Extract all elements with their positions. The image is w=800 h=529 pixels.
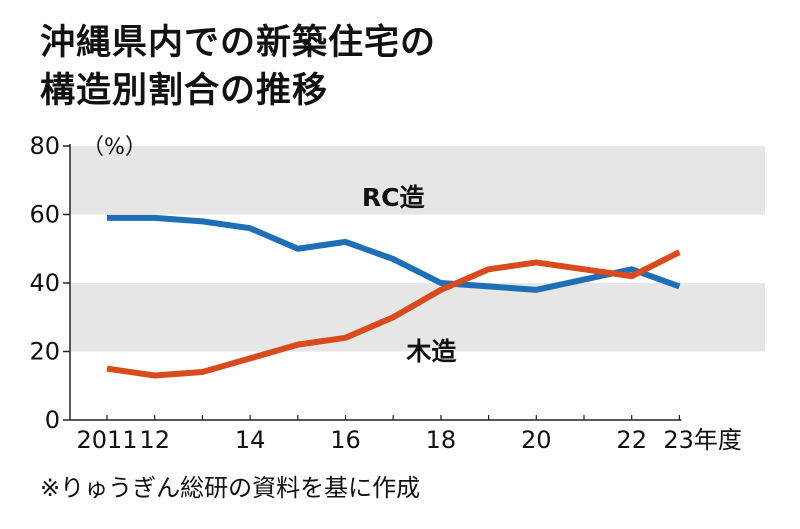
series-label-1: 木造 xyxy=(405,337,456,366)
source-note: ※りゅうぎん総研の資料を基に作成 xyxy=(40,474,421,502)
x-tick-label-22: 22 xyxy=(616,426,647,454)
x-tick-label-12: 12 xyxy=(139,426,170,454)
y-tick-label-40: 40 xyxy=(29,269,60,297)
y-tick-label-60: 60 xyxy=(29,201,60,229)
grid-band-1 xyxy=(70,146,765,215)
series-line-0 xyxy=(107,214,681,293)
x-tick-label-16: 16 xyxy=(330,426,361,454)
grid-band-0 xyxy=(70,283,765,352)
x-tick-label-2011: 2011 xyxy=(76,426,137,454)
y-tick-label-0: 0 xyxy=(45,406,60,434)
chart-title-line-1: 沖縄県内での新築住宅の xyxy=(40,23,437,63)
series-label-0: RC造 xyxy=(362,183,425,212)
x-tick-label-23年度: 23年度 xyxy=(663,426,742,454)
y-unit-label: （%） xyxy=(82,135,147,160)
y-tick-label-20: 20 xyxy=(29,338,60,366)
y-tick-label-80: 80 xyxy=(29,132,60,160)
x-tick-label-14: 14 xyxy=(235,426,266,454)
chart-title-line-2: 構造別割合の推移 xyxy=(40,71,329,111)
x-tick-label-18: 18 xyxy=(426,426,457,454)
x-tick-label-20: 20 xyxy=(521,426,552,454)
